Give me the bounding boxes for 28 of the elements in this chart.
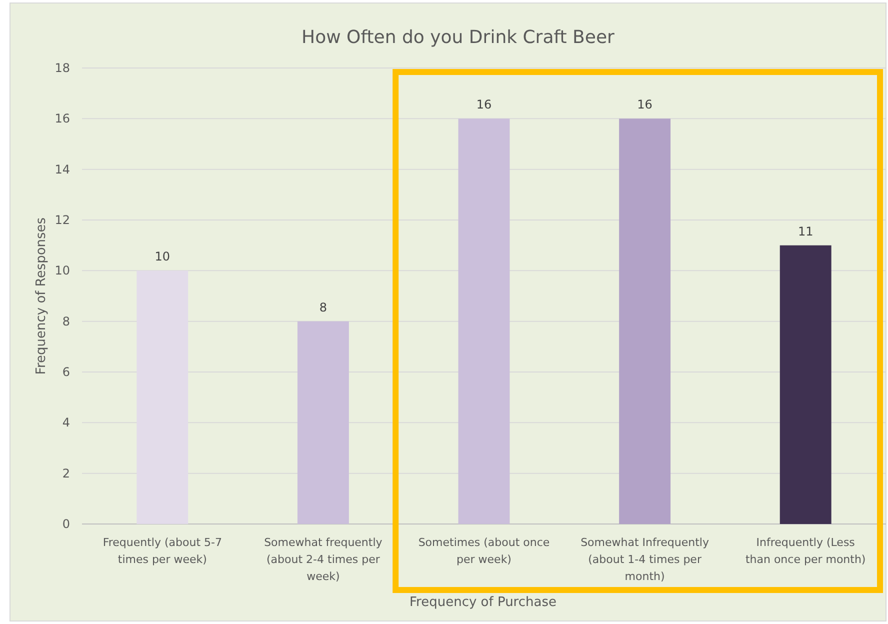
y-tick-label: 0	[62, 517, 70, 531]
x-tick-label: Somewhat frequently (about 2-4 times per week)	[264, 536, 383, 583]
x-tick-label: Infrequently (Less than once per month)	[745, 536, 866, 566]
x-axis-title: Frequency of Purchase	[410, 595, 556, 610]
y-tick-label: 14	[54, 162, 70, 176]
y-tick-label: 8	[62, 314, 70, 328]
y-tick-label: 6	[62, 365, 70, 379]
x-tick-label: Somewhat Infrequently (about 1-4 times per month)	[580, 536, 710, 583]
y-tick-label: 18	[54, 61, 70, 75]
data-label: 16	[637, 98, 652, 112]
data-label: 10	[154, 250, 170, 264]
bar	[136, 270, 188, 524]
bar	[780, 245, 832, 524]
data-label: 11	[798, 224, 814, 238]
bar	[297, 321, 349, 524]
y-tick-label: 4	[62, 416, 70, 430]
y-tick-label: 2	[62, 466, 70, 480]
y-tick-label: 16	[54, 112, 70, 126]
x-tick-label: Frequently (about 5-7 times per week)	[102, 536, 222, 566]
chart-title: How Often do you Drink Craft Beer	[302, 27, 616, 48]
y-tick-label: 12	[54, 213, 70, 227]
bar	[619, 118, 671, 524]
bar	[458, 118, 510, 524]
data-label: 8	[319, 300, 328, 314]
data-label: 16	[476, 98, 492, 112]
y-tick-label: 10	[54, 264, 70, 278]
y-axis-title: Frequency of Responses	[34, 217, 49, 375]
x-tick-label: Sometimes (about once per week)	[418, 536, 550, 566]
